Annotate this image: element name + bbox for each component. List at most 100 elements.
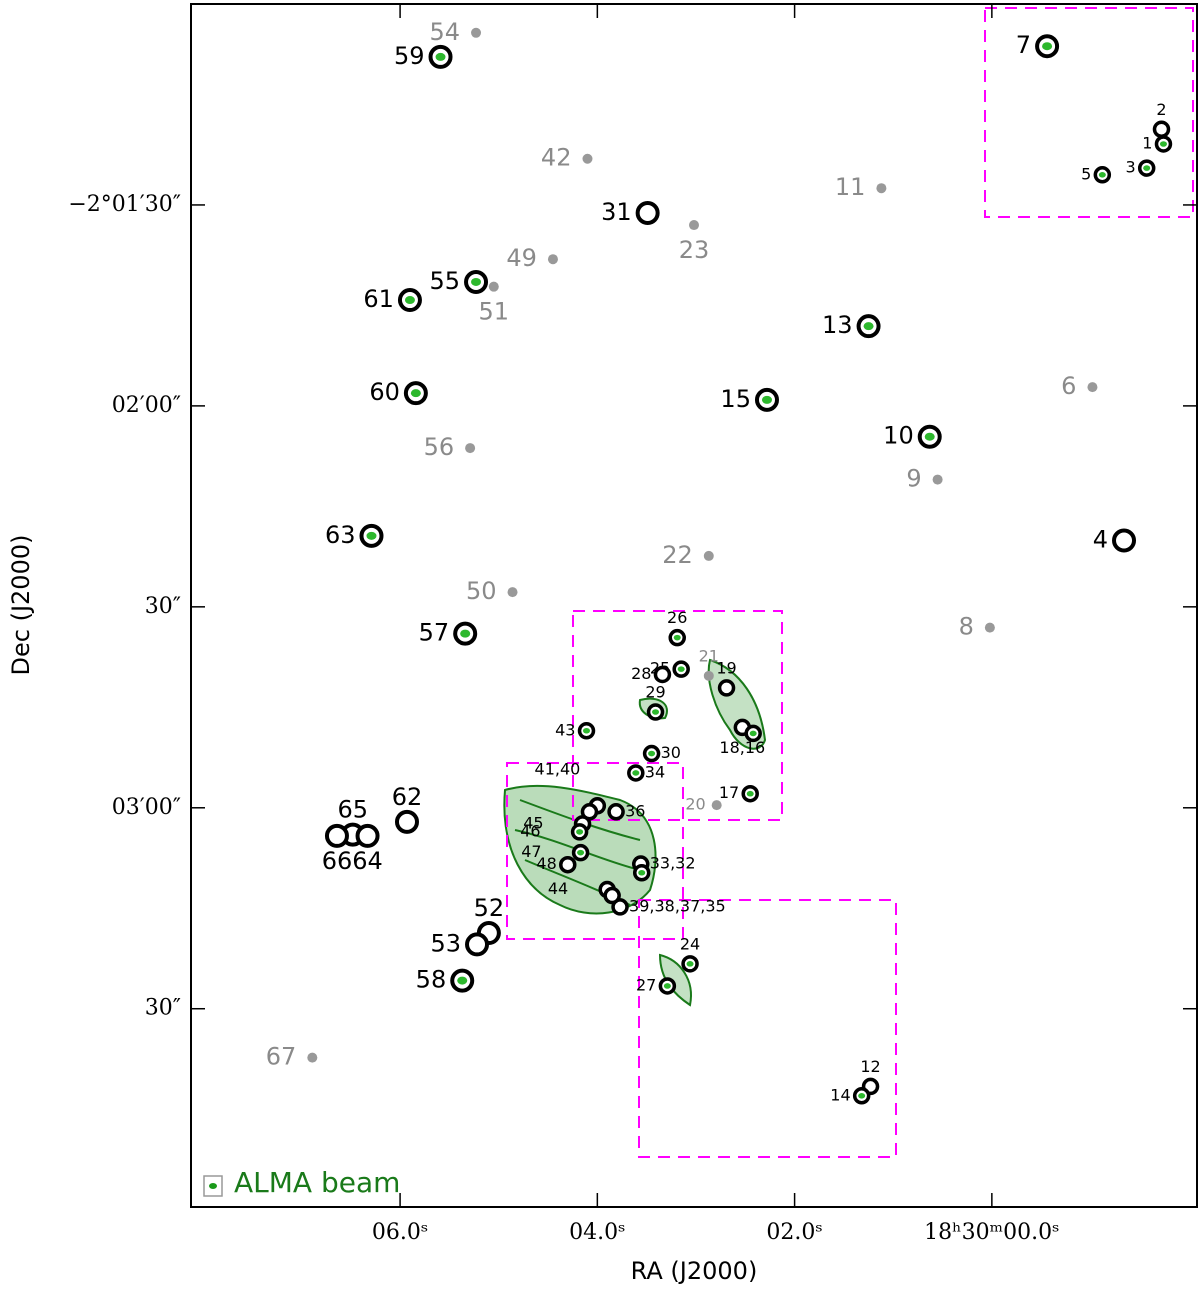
source-label: 36 bbox=[625, 801, 645, 820]
source-ring bbox=[635, 200, 660, 225]
source-ring bbox=[611, 898, 629, 916]
source-label: 15 bbox=[720, 385, 751, 413]
source-core bbox=[686, 961, 694, 967]
source-core bbox=[663, 983, 671, 989]
source-ring bbox=[559, 855, 577, 874]
source-core bbox=[652, 709, 660, 715]
source-label: 57 bbox=[419, 619, 450, 647]
source-label: 1 bbox=[1142, 133, 1152, 152]
source-dot bbox=[471, 27, 482, 38]
source-label: 43 bbox=[555, 720, 575, 739]
source-label: 30 bbox=[661, 743, 681, 762]
source-label: 55 bbox=[429, 267, 460, 295]
source-core bbox=[924, 432, 935, 441]
source-label: 41,40 bbox=[535, 759, 581, 778]
source-label: 63 bbox=[325, 521, 356, 549]
source-core bbox=[582, 727, 590, 734]
source-label: 67 bbox=[266, 1043, 297, 1071]
source-dot bbox=[1087, 382, 1098, 393]
source-core bbox=[761, 395, 772, 404]
source-core bbox=[673, 634, 681, 641]
source-label: 12 bbox=[860, 1057, 880, 1076]
source-label: 45 bbox=[523, 813, 543, 832]
source-dot bbox=[984, 622, 995, 633]
source-label: 34 bbox=[645, 762, 665, 781]
source-label: 18,16 bbox=[719, 738, 765, 757]
source-core bbox=[404, 296, 415, 305]
y-tick-label: 30″ bbox=[145, 996, 181, 1021]
source-ring bbox=[653, 665, 672, 684]
x-tick-label: 02.0ˢ bbox=[766, 1220, 822, 1245]
source-core bbox=[457, 976, 468, 985]
regions bbox=[506, 7, 1194, 1158]
source-label: 53 bbox=[430, 929, 461, 957]
source-core bbox=[471, 277, 482, 286]
source-dot bbox=[689, 220, 699, 231]
source-label: 49 bbox=[506, 244, 537, 272]
source-core bbox=[460, 629, 471, 638]
source-label: 19 bbox=[716, 658, 736, 677]
source-label: 46 bbox=[520, 821, 540, 840]
source-label: 59 bbox=[394, 42, 425, 70]
source-core bbox=[749, 730, 757, 737]
source-label: 60 bbox=[369, 378, 400, 406]
source-ring bbox=[1152, 120, 1171, 139]
y-axis-label: Dec (J2000) bbox=[7, 535, 35, 676]
source-core bbox=[677, 666, 685, 672]
source-dot bbox=[547, 254, 558, 265]
y-tick-label: 03′00″ bbox=[112, 795, 181, 820]
source-label: 11 bbox=[835, 173, 866, 201]
source-label: 47 bbox=[521, 842, 541, 861]
source-label: 31 bbox=[601, 198, 632, 226]
source-ring bbox=[607, 803, 625, 821]
source-ring bbox=[465, 932, 490, 957]
source-label: 29 bbox=[645, 683, 665, 702]
source-label: 6 bbox=[1061, 372, 1076, 400]
x-tick-label: 18ʰ30ᵐ00.0ˢ bbox=[924, 1220, 1059, 1245]
source-label: 14 bbox=[830, 1085, 850, 1104]
source-label: 44 bbox=[548, 879, 568, 898]
contours bbox=[503, 658, 767, 1007]
y-tick-label: 02′00″ bbox=[112, 393, 181, 418]
source-ring bbox=[394, 809, 419, 834]
source-label: 20 bbox=[685, 795, 705, 814]
source-ring bbox=[324, 823, 349, 848]
source-label: 2 bbox=[1156, 100, 1166, 119]
source-dot bbox=[703, 670, 714, 681]
source-core bbox=[435, 52, 446, 61]
source-label: 66 bbox=[322, 847, 353, 875]
source-label: 64 bbox=[352, 847, 383, 875]
y-tick-label: −2°01′30″ bbox=[68, 192, 181, 217]
source-label: 54 bbox=[429, 18, 460, 46]
source-dot bbox=[703, 550, 714, 561]
source-dot bbox=[711, 800, 722, 811]
source-label: 52 bbox=[474, 894, 505, 922]
source-dot bbox=[307, 1052, 318, 1063]
source-core bbox=[863, 322, 874, 331]
source-core bbox=[638, 869, 646, 876]
source-core bbox=[1143, 165, 1151, 171]
source-dot bbox=[465, 443, 476, 454]
source-core bbox=[1042, 42, 1053, 51]
source-dot bbox=[507, 587, 518, 598]
source-label: 3 bbox=[1126, 158, 1136, 177]
source-core bbox=[1098, 172, 1106, 178]
source-core bbox=[648, 750, 656, 757]
source-label: 62 bbox=[392, 783, 423, 811]
source-label: 13 bbox=[822, 311, 853, 339]
source-core bbox=[410, 389, 421, 398]
source-label: 51 bbox=[479, 298, 510, 326]
source-core bbox=[858, 1093, 866, 1099]
source-label: 7 bbox=[1016, 31, 1031, 59]
source-label: 5 bbox=[1081, 164, 1091, 183]
source-label: 17 bbox=[719, 783, 739, 802]
y-tick-label: 30″ bbox=[145, 594, 181, 619]
source-core bbox=[577, 849, 585, 856]
source-label: 39,38,37,35 bbox=[629, 896, 726, 915]
source-ring bbox=[1112, 528, 1137, 553]
source-dot bbox=[876, 183, 887, 194]
source-dot bbox=[932, 474, 943, 485]
source-dot bbox=[488, 281, 499, 292]
source-ring bbox=[603, 886, 621, 905]
